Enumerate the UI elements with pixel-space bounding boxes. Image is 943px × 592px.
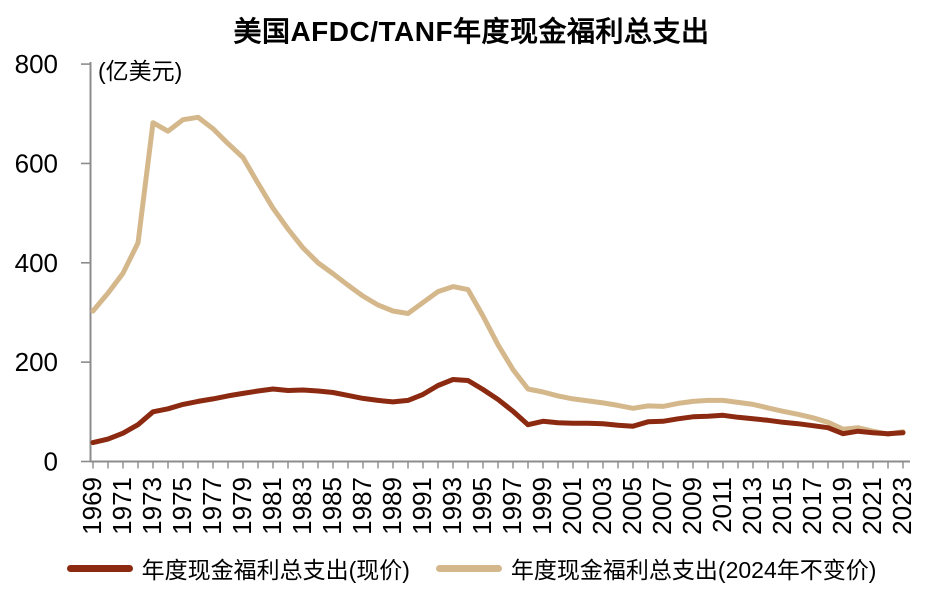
x-axis-tick-label: 1985 — [317, 477, 347, 535]
x-axis-tick-label: 1989 — [377, 477, 407, 535]
series-line-nominal — [90, 377, 906, 446]
series-line-real — [90, 114, 906, 437]
legend: 年度现金福利总支出(现价) 年度现金福利总支出(2024年不变价) — [0, 551, 943, 585]
y-axis-tick-label: 600 — [15, 148, 58, 178]
legend-swatch-real — [435, 564, 502, 572]
x-axis-tick-label: 2017 — [797, 477, 827, 535]
x-axis-tick-label: 2013 — [737, 477, 767, 535]
y-axis-tick-label: 200 — [15, 347, 58, 377]
x-axis-tick-label: 2005 — [617, 477, 647, 535]
y-axis-tick-label: 0 — [44, 447, 58, 477]
x-axis-tick-label: 2007 — [647, 477, 677, 535]
legend-label-real: 年度现金福利总支出(2024年不变价) — [510, 557, 877, 583]
x-axis-tick-label: 1975 — [167, 477, 197, 535]
x-axis-tick-label: 2015 — [767, 477, 797, 535]
y-axis-tick-label: 800 — [15, 49, 58, 79]
chart-title: 美国AFDC/TANF年度现金福利总支出 — [233, 16, 710, 47]
x-axis-tick-label: 2021 — [857, 477, 887, 535]
x-axis-tick-label: 1991 — [407, 477, 437, 535]
x-axis-tick-label: 1987 — [347, 477, 377, 535]
x-axis-tick-label: 1983 — [287, 477, 317, 535]
x-axis-tick-label: 1999 — [527, 477, 557, 535]
x-axis-tick-label: 1969 — [77, 477, 107, 535]
x-axis-tick-label: 2011 — [707, 477, 737, 533]
x-axis-tick-label: 2001 — [557, 477, 587, 535]
x-axis-tick-label: 2019 — [827, 477, 857, 535]
x-axis-tick-label: 1981 — [257, 477, 287, 535]
legend-label-nominal: 年度现金福利总支出(现价) — [141, 557, 410, 583]
legend-item-nominal: 年度现金福利总支出(现价) — [66, 551, 410, 585]
x-axis-tick-label: 1979 — [227, 477, 257, 535]
x-axis-tick-label: 1993 — [437, 477, 467, 535]
x-axis-tick-label: 1995 — [467, 477, 497, 535]
x-axis-tick-label: 1977 — [197, 477, 227, 535]
x-axis-tick-label: 2023 — [887, 477, 917, 535]
x-axis-tick-label: 1973 — [137, 477, 167, 535]
legend-item-real: 年度现金福利总支出(2024年不变价) — [435, 551, 877, 585]
x-axis-tick-label: 2009 — [677, 477, 707, 535]
x-axis-tick-label: 1997 — [497, 477, 527, 535]
x-axis-tick-label: 1971 — [107, 477, 137, 535]
x-axis-tick-label: 2003 — [587, 477, 617, 535]
legend-swatch-nominal — [66, 564, 133, 572]
y-axis-tick-label: 400 — [15, 248, 58, 278]
y-axis-unit-label: (亿美元) — [98, 58, 183, 84]
